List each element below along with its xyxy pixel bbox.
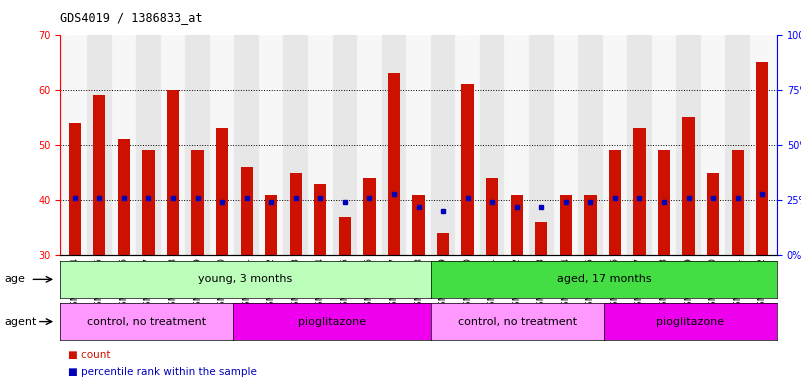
Text: aged, 17 months: aged, 17 months [557, 274, 651, 285]
Bar [756, 62, 768, 255]
Bar [216, 128, 228, 255]
Text: young, 3 months: young, 3 months [199, 274, 292, 285]
Bar [339, 217, 351, 255]
Bar [406, 35, 431, 255]
Bar [382, 35, 406, 255]
Bar [627, 35, 652, 255]
Bar [461, 84, 473, 255]
Bar [167, 90, 179, 255]
Text: pioglitazone: pioglitazone [656, 316, 725, 327]
Text: ■ percentile rank within the sample: ■ percentile rank within the sample [68, 367, 257, 377]
Bar [314, 184, 327, 255]
Bar [118, 139, 130, 255]
Bar [437, 233, 449, 255]
Bar [290, 172, 302, 255]
Bar [69, 123, 81, 255]
Bar [529, 35, 553, 255]
Bar [535, 222, 547, 255]
Bar [731, 151, 744, 255]
Bar [93, 95, 106, 255]
Bar [505, 35, 529, 255]
Bar [161, 35, 185, 255]
Bar [111, 35, 136, 255]
Bar [62, 35, 87, 255]
Bar [658, 151, 670, 255]
Bar [240, 167, 253, 255]
Bar [308, 35, 332, 255]
Text: pioglitazone: pioglitazone [298, 316, 366, 327]
Bar [413, 195, 425, 255]
Bar [455, 35, 480, 255]
Bar [510, 195, 523, 255]
Bar [388, 73, 400, 255]
Bar [265, 195, 277, 255]
Bar [357, 35, 382, 255]
Bar [136, 35, 161, 255]
Bar [332, 35, 357, 255]
Bar [235, 35, 259, 255]
Bar [87, 35, 111, 255]
Bar [191, 151, 203, 255]
Text: control, no treatment: control, no treatment [458, 316, 577, 327]
Text: control, no treatment: control, no treatment [87, 316, 206, 327]
Bar [634, 128, 646, 255]
Bar [480, 35, 505, 255]
Bar [259, 35, 284, 255]
Bar [143, 151, 155, 255]
Bar [701, 35, 726, 255]
Text: agent: agent [4, 316, 36, 327]
Bar [676, 35, 701, 255]
Bar [707, 172, 719, 255]
Bar [210, 35, 235, 255]
Text: ■ count: ■ count [68, 350, 111, 360]
Bar [431, 35, 455, 255]
Bar [553, 35, 578, 255]
Text: GDS4019 / 1386833_at: GDS4019 / 1386833_at [60, 12, 203, 25]
Bar [584, 195, 597, 255]
Bar [602, 35, 627, 255]
Bar [284, 35, 308, 255]
Bar [726, 35, 750, 255]
Text: age: age [4, 274, 25, 285]
Bar [652, 35, 676, 255]
Bar [750, 35, 775, 255]
Bar [185, 35, 210, 255]
Bar [560, 195, 572, 255]
Bar [486, 178, 498, 255]
Bar [364, 178, 376, 255]
Bar [682, 118, 694, 255]
Bar [609, 151, 621, 255]
Bar [578, 35, 602, 255]
